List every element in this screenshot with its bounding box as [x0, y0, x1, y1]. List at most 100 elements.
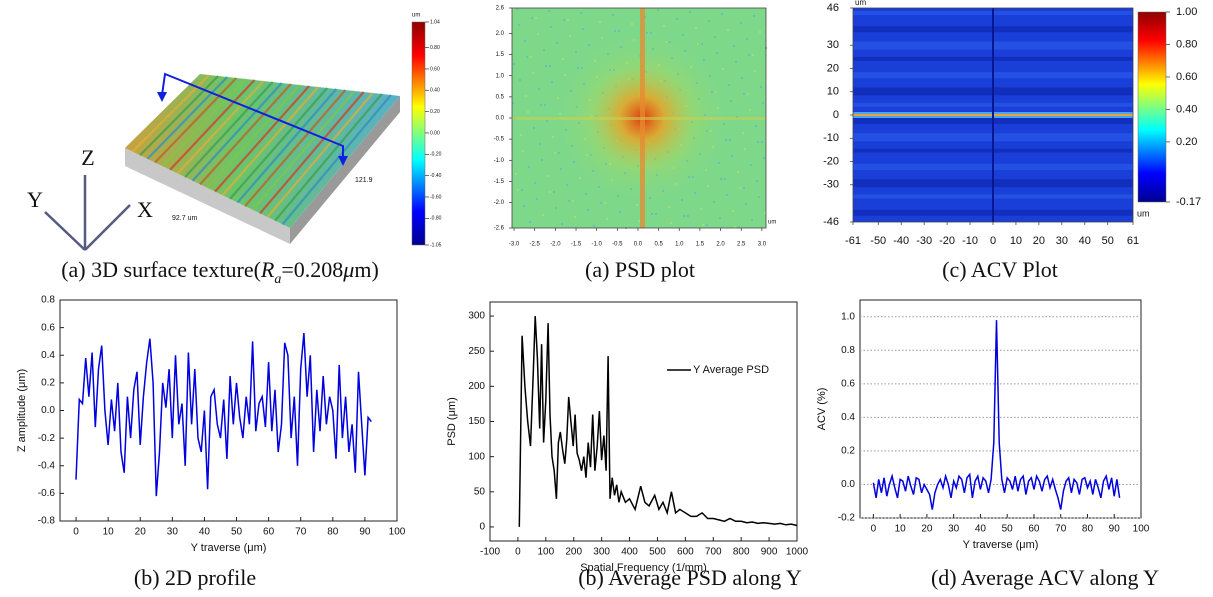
y-tick-label: -10 [823, 132, 839, 144]
heatmap-noise [663, 25, 665, 27]
heatmap-noise [563, 19, 565, 21]
x-tick-label: 0.5 [654, 242, 663, 248]
y-tick-label: 0.0 [41, 405, 55, 416]
legend-label: Y Average PSD [693, 364, 769, 376]
surface-ridge [169, 79, 256, 171]
annotation: 92.7 um [172, 215, 197, 222]
heatmap-noise [593, 225, 595, 227]
heatmap-noise [566, 184, 568, 186]
heatmap-noise [694, 192, 696, 194]
y-tick-label: -2.6 [494, 226, 505, 232]
surface-render [125, 72, 400, 244]
heatmap-noise [534, 182, 536, 184]
heatmap-noise [651, 213, 653, 215]
caption: (a) 3D surface texture(Ra=0.208μm) [61, 257, 379, 287]
heatmap-noise [754, 70, 756, 72]
heatmap-noise [541, 159, 543, 161]
axis-name: Z [81, 145, 94, 170]
heatmap-noise [528, 166, 530, 168]
heatmap-noise [742, 132, 744, 134]
heatmap-noise [536, 198, 538, 200]
heatmap-noise [687, 215, 689, 217]
surface-ridge [244, 89, 347, 207]
unit-label: um [768, 220, 776, 226]
x-tick-label: 10 [895, 524, 907, 535]
heatmap-noise [670, 222, 672, 224]
heatmap-noise [525, 95, 527, 97]
heatmap-noise [724, 178, 726, 180]
heatmap-noise [734, 226, 736, 228]
heatmap-noise [618, 30, 620, 32]
colorbar-label: 0.00 [430, 130, 440, 136]
x-tick-label: 600 [677, 547, 694, 558]
heatmap-noise [702, 224, 704, 226]
heatmap-noise [561, 223, 563, 225]
heatmap-noise [531, 17, 533, 19]
heatmap-noise [760, 86, 762, 88]
x-tick-label: 1.5 [696, 242, 705, 248]
heatmap-noise [600, 202, 602, 204]
x-tick-label: -1.0 [591, 242, 602, 248]
heatmap-noise [550, 26, 552, 28]
heatmap-noise [518, 24, 520, 26]
x-tick-label: 1000 [786, 547, 809, 558]
heatmap-noise [569, 35, 571, 37]
colorbar-label: 0.20 [430, 109, 440, 115]
x-tick-label: -61 [845, 235, 861, 247]
heatmap-noise [582, 28, 584, 30]
colorbar-label: 0.40 [430, 88, 440, 94]
heatmap-noise [745, 203, 747, 205]
heatmap-noise [744, 148, 746, 150]
x-tick-label: 0 [73, 527, 79, 538]
x-tick-label: 400 [621, 547, 638, 558]
heatmap-noise [542, 214, 544, 216]
x-tick-label: 200 [565, 547, 582, 558]
y-tick-label: 0.4 [841, 412, 855, 423]
caption-part: R [260, 257, 275, 282]
colorbar [411, 21, 426, 246]
heatmap-noise [728, 84, 730, 86]
y-tick-label: -0.4 [38, 460, 56, 471]
x-tick-label: 3.0 [758, 242, 767, 248]
heatmap-noise [546, 120, 548, 122]
heatmap-noise [512, 102, 514, 104]
section-line [161, 72, 344, 160]
heatmap-noise [713, 201, 715, 203]
surface-side [125, 148, 290, 244]
heatmap-noise [556, 42, 558, 44]
heatmap-noise [580, 12, 582, 14]
heatmap-noise [752, 54, 754, 56]
heatmap-noise [532, 72, 534, 74]
caption-part: μ [342, 257, 354, 282]
x-tick-label: 20 [1033, 235, 1045, 247]
heatmap-noise [540, 104, 542, 106]
heatmap-noise [520, 134, 522, 136]
caption-part: m) [354, 257, 378, 282]
heatmap-axisline [992, 8, 994, 222]
heatmap-noise [706, 224, 708, 226]
y-tick-label: 0.4 [41, 350, 55, 361]
colorbar-label: 1.00 [1176, 6, 1197, 18]
x-tick-label: 40 [199, 527, 211, 538]
colorbar [1137, 11, 1167, 203]
heatmap-noise [567, 19, 569, 21]
heatmap-noise [697, 43, 699, 45]
x-axis-label: Y traverse (μm) [191, 542, 267, 554]
x-tick-label: 61 [1127, 235, 1139, 247]
heatmap-noise [568, 200, 570, 202]
heatmap-noise [718, 162, 720, 164]
y-tick-label: 2.0 [496, 31, 505, 37]
x-tick-label: 900 [761, 547, 778, 558]
heatmap-noise [726, 194, 728, 196]
colorbar-label: -1.05 [430, 242, 442, 248]
colorbar-label: -0.40 [430, 173, 442, 179]
y-tick-label: 46 [827, 2, 839, 14]
x-tick-label: -40 [893, 235, 909, 247]
unit-label: um [1137, 208, 1150, 218]
heatmap-noise [707, 185, 709, 187]
surface-ridge [184, 81, 274, 178]
heatmap-noise [512, 8, 514, 10]
caption: (c) ACV Plot [942, 257, 1058, 282]
data-line [518, 316, 798, 527]
y-tick-label: 30 [827, 39, 839, 51]
